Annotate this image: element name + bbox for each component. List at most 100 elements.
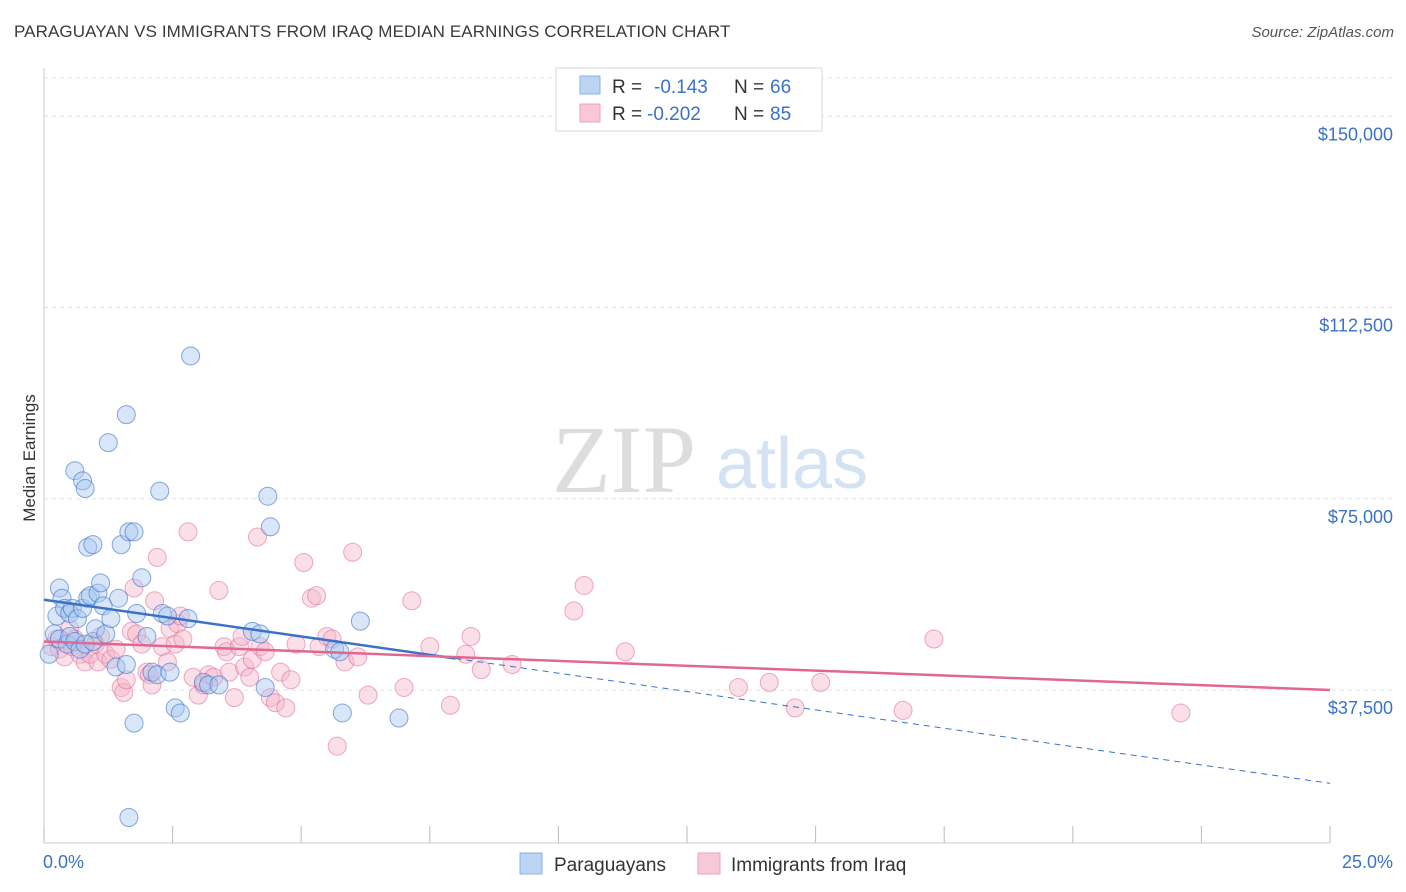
point-paraguayan: [258, 486, 278, 506]
bottom-legend-label-1: Paraguayans: [554, 855, 666, 876]
point-paraguayan: [109, 588, 129, 608]
point-paraguayan: [80, 586, 100, 606]
point-paraguayan: [91, 573, 111, 593]
y-tick-label: $37,500: [1328, 698, 1393, 718]
point-iraq: [759, 672, 779, 692]
y-tick-label: $112,500: [1319, 316, 1393, 336]
point-paraguayan: [199, 675, 219, 695]
point-iraq: [219, 662, 239, 682]
point-iraq: [183, 667, 203, 687]
y-tick-label: $75,000: [1328, 507, 1393, 527]
x-tick-label-min: 0.0%: [43, 852, 84, 872]
point-iraq: [55, 647, 75, 667]
grid-lines: [44, 77, 1393, 691]
point-iraq: [255, 642, 275, 662]
point-iraq: [224, 688, 244, 708]
legend-r-label-1: R =: [612, 77, 642, 98]
point-iraq: [394, 677, 414, 697]
point-paraguayan: [124, 713, 144, 733]
stats-legend: R = -0.143 N = 66 R = -0.202 N = 85: [555, 67, 823, 132]
point-paraguayan: [119, 522, 139, 542]
legend-swatch-blue: [579, 75, 601, 95]
point-paraguayan: [85, 619, 105, 639]
series-legend: Paraguayans Immigrants from Iraq: [519, 852, 906, 876]
point-iraq: [147, 547, 167, 567]
point-iraq: [1171, 703, 1191, 723]
point-iraq: [124, 578, 144, 598]
point-paraguayan: [65, 461, 85, 481]
point-paraguayan: [250, 624, 270, 644]
y-axis-label: Median Earnings: [20, 394, 39, 522]
point-iraq: [924, 629, 944, 649]
trend-lines: [43, 598, 1331, 784]
point-paraguayan: [39, 644, 59, 664]
point-iraq: [471, 660, 491, 680]
point-iraq: [235, 657, 255, 677]
point-paraguayan: [75, 479, 95, 499]
point-paraguayan: [255, 677, 275, 697]
point-paraguayan: [83, 535, 103, 555]
point-iraq: [247, 527, 267, 547]
point-paraguayan: [260, 517, 280, 537]
legend-n-label-1: N =: [734, 77, 764, 98]
point-iraq: [116, 670, 136, 690]
point-iraq: [785, 698, 805, 718]
point-iraq: [440, 695, 460, 715]
point-iraq: [811, 672, 831, 692]
point-iraq: [271, 662, 291, 682]
point-iraq: [327, 736, 347, 756]
legend-n-value-1: 66: [770, 77, 791, 98]
point-iraq: [574, 575, 594, 595]
point-iraq: [276, 698, 296, 718]
point-iraq: [214, 637, 234, 657]
watermark-atlas: atlas: [716, 424, 868, 504]
point-iraq: [188, 685, 208, 705]
point-iraq: [893, 700, 913, 720]
point-iraq: [281, 670, 301, 690]
legend-n-label-2: N =: [734, 104, 764, 125]
x-tick-label-max: 25.0%: [1342, 852, 1393, 872]
legend-swatch-pink: [579, 103, 601, 123]
chart-title: PARAGUAYAN VS IMMIGRANTS FROM IRAQ MEDIA…: [14, 22, 731, 41]
point-paraguayan: [389, 708, 409, 728]
point-iraq: [358, 685, 378, 705]
point-iraq: [80, 644, 100, 664]
point-paraguayan: [132, 568, 152, 588]
point-paraguayan: [116, 405, 136, 425]
point-paraguayan: [165, 698, 185, 718]
point-paraguayan: [60, 626, 80, 646]
point-iraq: [564, 601, 584, 621]
point-iraq: [343, 542, 363, 562]
point-iraq: [402, 591, 422, 611]
point-iraq: [728, 677, 748, 697]
point-paraguayan: [137, 626, 157, 646]
point-paraguayan: [67, 609, 87, 629]
point-iraq: [615, 642, 635, 662]
point-paraguayan: [209, 675, 229, 695]
point-iraq: [301, 588, 321, 608]
y-tick-labels: $37,500 $75,000 $112,500 $150,000: [1318, 124, 1393, 718]
point-paraguayan: [160, 662, 180, 682]
y-tick-label: $150,000: [1318, 124, 1393, 144]
point-iraq: [114, 683, 134, 703]
point-paraguayan: [78, 537, 98, 557]
trend-line-paraguayans: [43, 598, 456, 660]
point-paraguayan: [116, 655, 136, 674]
point-iraq: [178, 522, 198, 542]
trend-line-paraguayans-extrapolated: [455, 657, 1331, 784]
point-paraguayan: [73, 471, 93, 491]
bottom-legend-swatch-blue: [519, 852, 543, 875]
source-label: Source: ZipAtlas.com: [1251, 24, 1394, 41]
point-iraq: [307, 586, 327, 606]
watermark-zip: ZIP: [552, 406, 696, 513]
legend-r-value-2: -0.202: [647, 104, 701, 125]
point-iraq: [209, 581, 229, 601]
point-iraq: [121, 621, 141, 641]
point-paraguayan: [98, 433, 118, 453]
bottom-legend-swatch-pink: [697, 852, 721, 875]
point-paraguayan: [181, 346, 201, 366]
axes: [43, 68, 1331, 844]
point-iraq: [96, 644, 116, 664]
point-paraguayan: [119, 808, 139, 827]
